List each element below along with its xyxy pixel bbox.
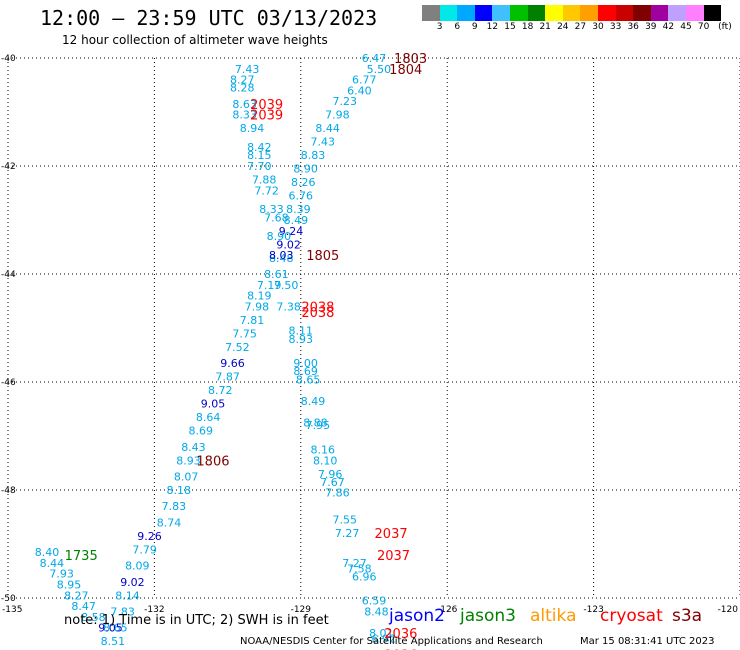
wave-height-point: 8.44 xyxy=(315,122,340,135)
wave-height-point: 7.55 xyxy=(332,514,357,527)
wave-height-point: 9.66 xyxy=(220,357,245,370)
satellite-name-cryosat: cryosat xyxy=(600,606,663,626)
satellite-name-jason2: jason2 xyxy=(389,606,445,626)
pass-time-label: 2039 xyxy=(250,109,283,124)
wave-height-point: 8.93 xyxy=(289,333,314,346)
y-tick-label: -48 xyxy=(1,486,16,496)
pass-time-label: 2037 xyxy=(377,549,410,564)
wave-height-point: 8.18 xyxy=(167,484,192,497)
wave-height-point: 8.64 xyxy=(196,411,221,424)
wave-height-point: 8.28 xyxy=(230,82,255,95)
wave-height-point: 8.83 xyxy=(301,149,326,162)
y-tick-label: -46 xyxy=(1,378,16,388)
wave-height-point: 8.03 xyxy=(269,249,294,262)
pass-time-label: 1735 xyxy=(65,549,98,564)
wave-height-point: 7.79 xyxy=(132,543,157,556)
wave-height-point: 7.27 xyxy=(335,527,360,540)
pass-time-label: 1806 xyxy=(196,454,229,469)
wave-height-point: 7.86 xyxy=(325,487,350,500)
wave-height-point: 8.90 xyxy=(267,230,292,243)
wave-height-point: 8.65 xyxy=(296,373,321,386)
wave-height-point: 6.96 xyxy=(352,570,377,583)
wave-height-point: 7.87 xyxy=(215,371,240,384)
altimeter-map-figure: 12:00 — 23:59 UTC 03/13/2023 12 hour col… xyxy=(0,0,740,650)
wave-height-point: 7.98 xyxy=(245,300,270,313)
wave-height-point: 7.23 xyxy=(332,95,357,108)
wave-height-point: 7.70 xyxy=(247,160,272,173)
satellite-name-jason3: jason3 xyxy=(460,606,516,626)
wave-height-point: 7.83 xyxy=(162,500,187,513)
wave-height-point: 9.05 xyxy=(201,398,226,411)
wave-height-point: 8.48 xyxy=(364,606,389,619)
footnote: note: 1) Time is in UTC; 2) SWH is in fe… xyxy=(64,613,329,628)
wave-height-point: 7.98 xyxy=(325,109,350,122)
x-tick-label: -135 xyxy=(2,605,22,615)
wave-height-point: 9.26 xyxy=(137,530,162,543)
pass-time-label: 1805 xyxy=(306,249,339,264)
wave-height-point: 7.95 xyxy=(306,419,331,432)
wave-height-plot: -135 -132 -129 -126 -123 -120-40-42-44-46-48-… xyxy=(0,0,740,650)
y-tick-label: -44 xyxy=(1,270,16,280)
pass-time-label: 2038 xyxy=(301,306,334,321)
wave-height-point: 8.26 xyxy=(291,176,316,189)
satellite-name-altika: altika xyxy=(530,606,577,626)
wave-height-point: 8.74 xyxy=(157,516,182,529)
wave-height-point: 9.02 xyxy=(120,576,145,589)
wave-height-point: 6.76 xyxy=(289,190,314,203)
wave-height-point: 7.81 xyxy=(240,314,265,327)
x-tick-label: -120 xyxy=(718,605,739,615)
pass-time-label: 1804 xyxy=(389,63,422,78)
y-tick-label: -40 xyxy=(1,54,16,64)
timestamp-text: Mar 15 08:31:41 UTC 2023 xyxy=(580,636,715,647)
y-tick-label: -50 xyxy=(1,594,16,604)
wave-height-point: 8.07 xyxy=(174,471,199,484)
wave-height-point: 7.43 xyxy=(311,136,336,149)
wave-height-point: 8.94 xyxy=(240,122,265,135)
credit-text: NOAA/NESDIS Center for Satellite Applica… xyxy=(240,636,543,647)
wave-height-point: 8.49 xyxy=(301,395,326,408)
y-tick-label: -42 xyxy=(1,162,16,172)
wave-height-point: 8.43 xyxy=(181,441,206,454)
wave-height-point: 7.68 xyxy=(264,211,289,224)
wave-height-point: 8.09 xyxy=(125,560,150,573)
wave-height-point: 7.52 xyxy=(225,341,250,354)
wave-height-point: 8.51 xyxy=(101,635,126,648)
wave-height-point: 8.14 xyxy=(115,589,140,602)
pass-time-label: 2037 xyxy=(375,527,408,542)
wave-height-point: 7.38 xyxy=(276,300,301,313)
wave-height-point: 7.75 xyxy=(232,327,257,340)
wave-height-point: 7.72 xyxy=(254,184,279,197)
wave-height-point: 8.90 xyxy=(293,163,318,176)
wave-height-point: 8.72 xyxy=(208,384,233,397)
wave-height-point: 8.69 xyxy=(189,425,214,438)
satellite-name-s3a: s3a xyxy=(672,606,702,626)
wave-height-point: 8.10 xyxy=(313,454,338,467)
